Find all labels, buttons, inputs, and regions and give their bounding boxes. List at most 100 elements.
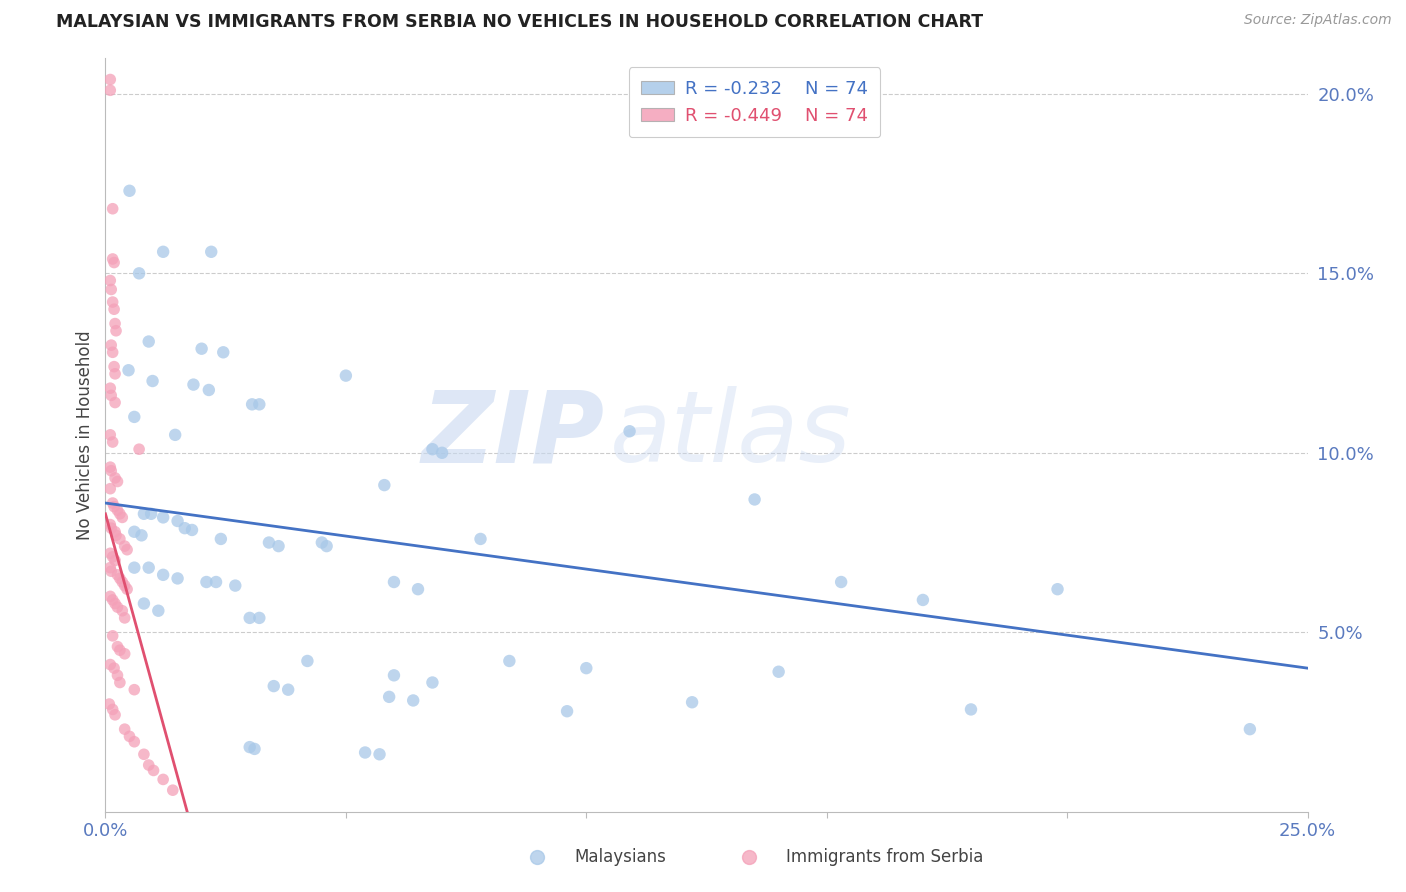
Point bbox=[104, 524, 127, 539]
Point bbox=[315, 539, 337, 553]
Point bbox=[98, 273, 121, 287]
Point bbox=[373, 478, 395, 492]
Point bbox=[382, 668, 405, 682]
Point bbox=[138, 560, 160, 574]
Point bbox=[575, 661, 598, 675]
Point bbox=[108, 507, 131, 521]
Point bbox=[132, 597, 155, 611]
Point bbox=[124, 524, 146, 539]
Point bbox=[111, 574, 134, 589]
Point bbox=[195, 574, 218, 589]
Point bbox=[101, 202, 124, 216]
Point bbox=[104, 553, 127, 567]
Point bbox=[267, 539, 290, 553]
Point bbox=[108, 643, 131, 657]
Point bbox=[148, 604, 170, 618]
Point bbox=[152, 567, 174, 582]
Point bbox=[555, 704, 578, 718]
Point bbox=[138, 334, 160, 349]
Point bbox=[108, 571, 131, 585]
Point bbox=[681, 695, 703, 709]
Point bbox=[257, 535, 280, 549]
Point bbox=[111, 510, 134, 524]
Point bbox=[205, 574, 228, 589]
Point bbox=[768, 665, 790, 679]
Point bbox=[152, 772, 174, 787]
Point bbox=[378, 690, 401, 704]
Point bbox=[101, 629, 124, 643]
Text: ZIP: ZIP bbox=[422, 386, 605, 483]
Point bbox=[107, 475, 129, 489]
Point bbox=[100, 464, 122, 478]
Point bbox=[117, 363, 139, 377]
Point bbox=[124, 409, 146, 424]
Point bbox=[98, 560, 121, 574]
Point bbox=[263, 679, 285, 693]
Point bbox=[240, 397, 263, 411]
Point bbox=[744, 492, 766, 507]
Point bbox=[128, 266, 150, 280]
Y-axis label: No Vehicles in Household: No Vehicles in Household bbox=[76, 330, 94, 540]
Point bbox=[142, 764, 165, 778]
Point bbox=[190, 342, 212, 356]
Point bbox=[1239, 722, 1261, 736]
Point bbox=[162, 783, 184, 797]
Point bbox=[101, 295, 124, 310]
Point bbox=[101, 549, 124, 564]
Point bbox=[98, 482, 121, 496]
Point bbox=[297, 654, 319, 668]
Point bbox=[108, 675, 131, 690]
Point bbox=[104, 395, 127, 409]
Point bbox=[98, 428, 121, 442]
Point bbox=[239, 740, 262, 755]
Point bbox=[131, 528, 153, 542]
Point bbox=[830, 574, 852, 589]
Point bbox=[98, 657, 121, 672]
Point bbox=[98, 517, 121, 532]
Point bbox=[101, 702, 124, 716]
Point bbox=[470, 532, 492, 546]
Point bbox=[98, 72, 121, 87]
Point bbox=[107, 600, 129, 615]
Point bbox=[247, 611, 270, 625]
Point bbox=[105, 528, 128, 542]
Point bbox=[422, 675, 444, 690]
Point bbox=[124, 682, 146, 697]
Point bbox=[100, 283, 122, 297]
Point bbox=[114, 722, 136, 736]
Point bbox=[354, 746, 377, 760]
Point bbox=[960, 702, 983, 716]
Point bbox=[107, 503, 129, 517]
Point bbox=[124, 560, 146, 574]
Point bbox=[139, 507, 162, 521]
Point bbox=[103, 302, 125, 317]
Point bbox=[114, 578, 136, 592]
Point bbox=[368, 747, 391, 762]
Point bbox=[101, 435, 124, 450]
Point bbox=[101, 345, 124, 359]
Point bbox=[335, 368, 357, 383]
Point bbox=[104, 471, 127, 485]
Point bbox=[619, 424, 641, 438]
Point bbox=[100, 564, 122, 578]
Point bbox=[224, 578, 246, 592]
Point bbox=[181, 523, 204, 537]
Point bbox=[212, 345, 235, 359]
Point bbox=[103, 661, 125, 675]
Point bbox=[98, 697, 121, 711]
Point bbox=[152, 510, 174, 524]
Legend: R = -0.232    N = 74, R = -0.449    N = 74: R = -0.232 N = 74, R = -0.449 N = 74 bbox=[628, 67, 880, 137]
Point bbox=[118, 184, 141, 198]
Point bbox=[108, 532, 131, 546]
Point bbox=[311, 535, 333, 549]
Point bbox=[183, 377, 205, 392]
Point bbox=[103, 359, 125, 374]
Point bbox=[165, 428, 187, 442]
Point bbox=[98, 381, 121, 395]
Point bbox=[128, 442, 150, 457]
Point bbox=[98, 83, 121, 97]
Point bbox=[200, 244, 222, 259]
Point bbox=[422, 442, 444, 457]
Point bbox=[114, 539, 136, 553]
Point bbox=[1046, 582, 1069, 597]
